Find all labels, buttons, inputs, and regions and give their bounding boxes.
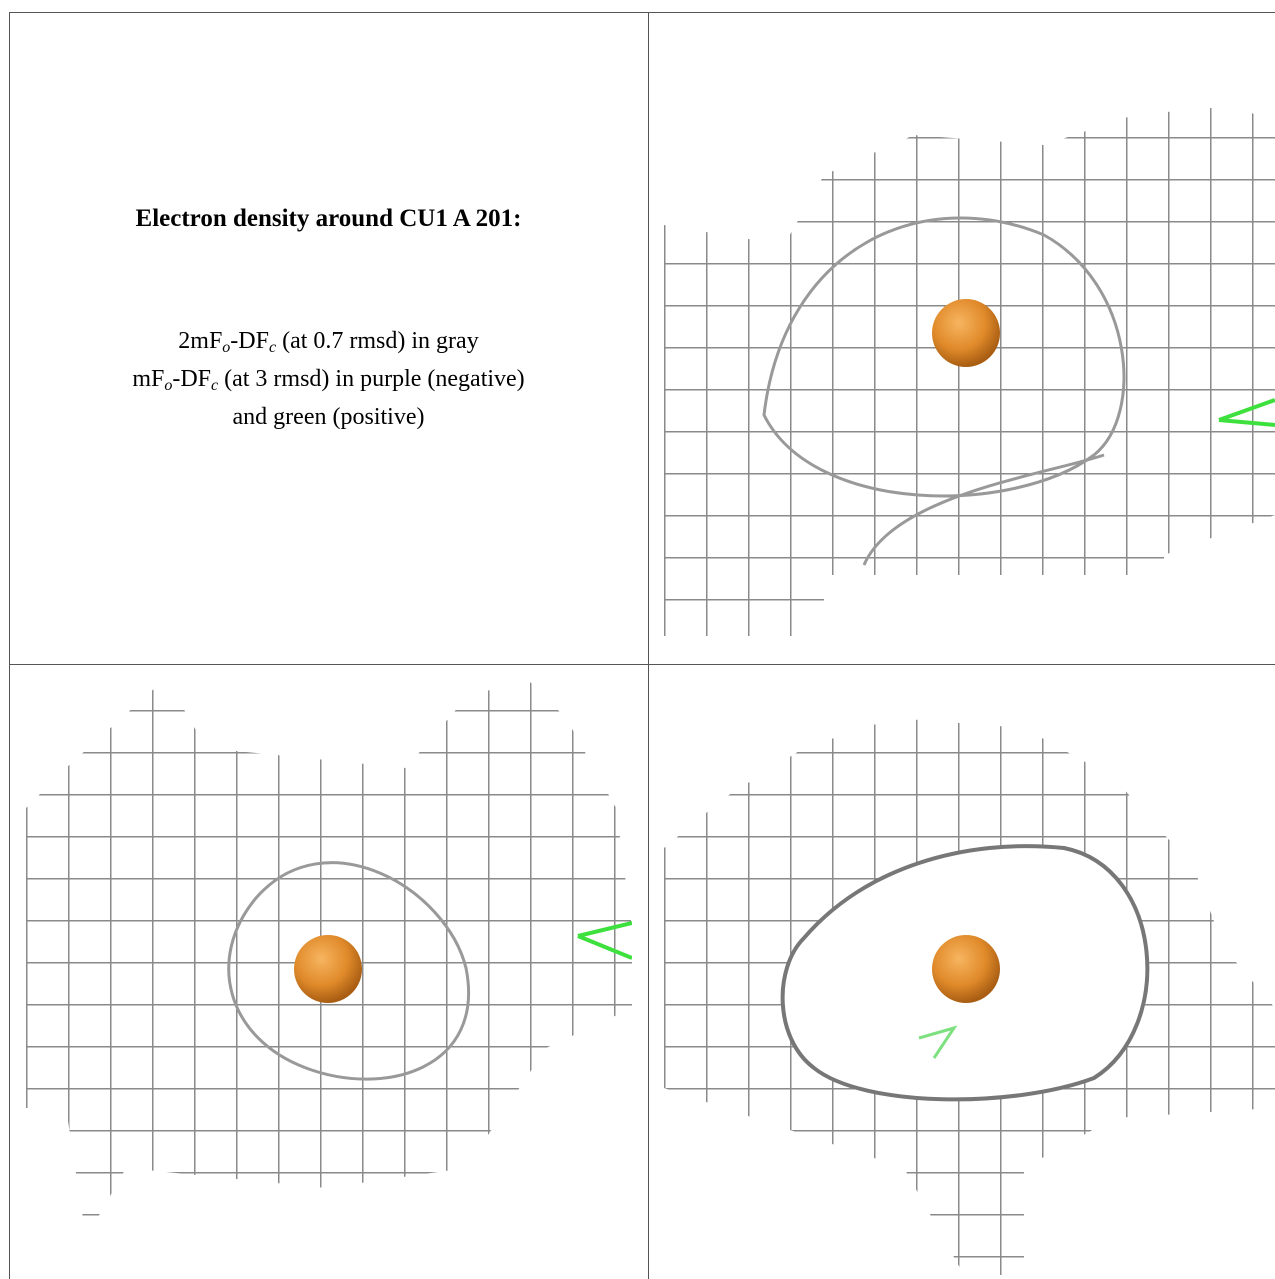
subscript: c [268,339,277,356]
text: (at 3 rmsd) in purple (negative) [218,366,525,392]
text: 2mF [178,328,223,354]
mesh-contour [762,216,1126,566]
subscript: o [222,339,231,356]
copper-atom [932,299,1000,367]
text: -DF [230,328,269,354]
difference-density [577,921,632,960]
density-view [664,105,1275,636]
divider [648,12,649,1279]
caption: 2mFo-DFc (at 0.7 rmsd) in gray mFo-DFc (… [9,322,648,436]
caption-line: mFo-DFc (at 3 rmsd) in purple (negative) [9,360,648,398]
caption-line: and green (positive) [9,398,648,436]
copper-atom [294,935,362,1003]
caption-title: Electron density around CU1 A 201: [135,205,522,232]
text: (at 0.7 rmsd) in gray [276,328,479,354]
difference-density [918,1025,958,1059]
text: and green (positive) [232,404,425,430]
divider [9,664,1275,665]
density-view [26,678,632,1238]
text: -DF [172,366,211,392]
subscript: c [211,377,219,394]
subscript: o [164,377,173,394]
difference-density [1218,398,1275,427]
mesh-contour [227,861,470,1081]
text: mF [132,366,165,392]
frame [9,12,1275,1279]
mesh [664,105,1275,636]
caption-line: 2mFo-DFc (at 0.7 rmsd) in gray [9,322,648,360]
density-view [664,718,1275,1275]
copper-atom [932,935,1000,1003]
